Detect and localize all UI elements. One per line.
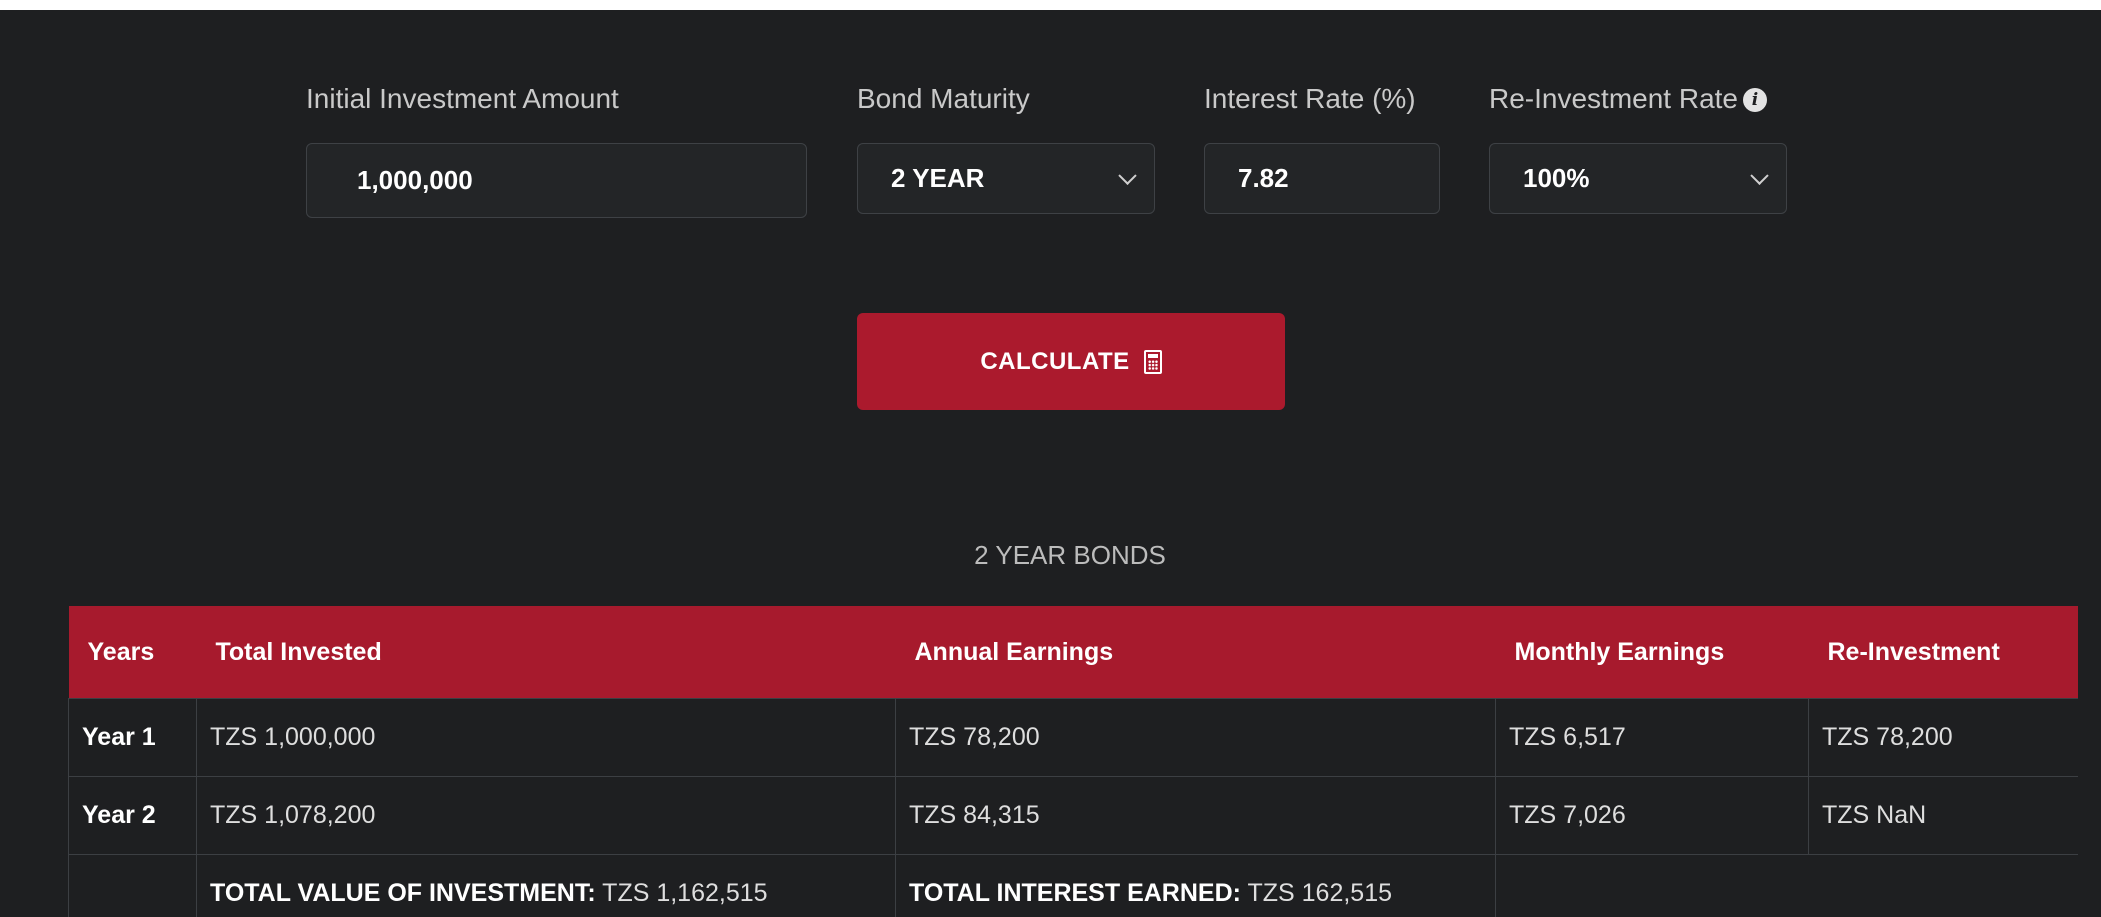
initial-investment-label: Initial Investment Amount [306, 83, 619, 115]
interest-rate-label: Interest Rate (%) [1204, 83, 1416, 115]
interest-rate-input[interactable]: 7.82 [1204, 143, 1440, 214]
results-table-container: Years Total Invested Annual Earnings Mon… [68, 606, 2078, 917]
chevron-down-icon [1750, 166, 1768, 184]
initial-investment-value: 1,000,000 [357, 165, 473, 196]
reinvestment-cell: TZS 78,200 [1809, 699, 2079, 777]
monthly-earnings-cell: TZS 6,517 [1496, 699, 1809, 777]
header-reinvestment: Re-Investment [1809, 606, 2079, 699]
header-years: Years [69, 606, 197, 699]
reinvestment-rate-value: 100% [1523, 163, 1590, 194]
year-cell: Year 2 [69, 777, 197, 855]
interest-rate-value: 7.82 [1238, 163, 1289, 194]
annual-earnings-cell: TZS 78,200 [896, 699, 1496, 777]
bond-maturity-value: 2 YEAR [891, 163, 984, 194]
bond-maturity-select[interactable]: 2 YEAR [857, 143, 1155, 214]
calculate-button-label: CALCULATE [980, 348, 1129, 376]
header-annual-earnings: Annual Earnings [896, 606, 1496, 699]
info-icon[interactable]: i [1743, 88, 1767, 112]
header-total-invested: Total Invested [197, 606, 896, 699]
totals-empty-cell [69, 855, 197, 917]
calculator-icon [1144, 350, 1162, 374]
bond-calculator-page: Initial Investment Amount 1,000,000 Bond… [0, 10, 2101, 907]
total-interest: TZS 162,515 [1247, 879, 1392, 907]
total-value: TZS 1,162,515 [602, 879, 767, 907]
results-title: 2 YEAR BONDS [0, 540, 2101, 571]
reinvestment-cell: TZS NaN [1809, 777, 2079, 855]
table-row: Year 1 TZS 1,000,000 TZS 78,200 TZS 6,51… [69, 699, 2079, 777]
bond-maturity-label: Bond Maturity [857, 83, 1030, 115]
table-row: Year 2 TZS 1,078,200 TZS 84,315 TZS 7,02… [69, 777, 2079, 855]
totals-row: TOTAL VALUE OF INVESTMENT: TZS 1,162,515… [69, 855, 2079, 917]
results-table: Years Total Invested Annual Earnings Mon… [68, 606, 2078, 917]
top-bar [0, 0, 2101, 10]
reinvestment-rate-select[interactable]: 100% [1489, 143, 1787, 214]
calculate-button[interactable]: CALCULATE [857, 313, 1285, 410]
total-value-cell: TOTAL VALUE OF INVESTMENT: TZS 1,162,515 [197, 855, 896, 917]
annual-earnings-cell: TZS 84,315 [896, 777, 1496, 855]
initial-investment-input[interactable]: 1,000,000 [306, 143, 807, 218]
header-monthly-earnings: Monthly Earnings [1496, 606, 1809, 699]
monthly-earnings-cell: TZS 7,026 [1496, 777, 1809, 855]
total-invested-cell: TZS 1,000,000 [197, 699, 896, 777]
total-invested-cell: TZS 1,078,200 [197, 777, 896, 855]
total-interest-cell: TOTAL INTEREST EARNED: TZS 162,515 [896, 855, 1496, 917]
total-value-label: TOTAL VALUE OF INVESTMENT: [210, 879, 596, 907]
total-interest-label: TOTAL INTEREST EARNED: [909, 879, 1241, 907]
reinvestment-rate-label: Re-Investment Rate [1489, 83, 1738, 115]
totals-filler-cell [1496, 855, 2079, 917]
year-cell: Year 1 [69, 699, 197, 777]
chevron-down-icon [1118, 166, 1136, 184]
table-header-row: Years Total Invested Annual Earnings Mon… [69, 606, 2079, 699]
